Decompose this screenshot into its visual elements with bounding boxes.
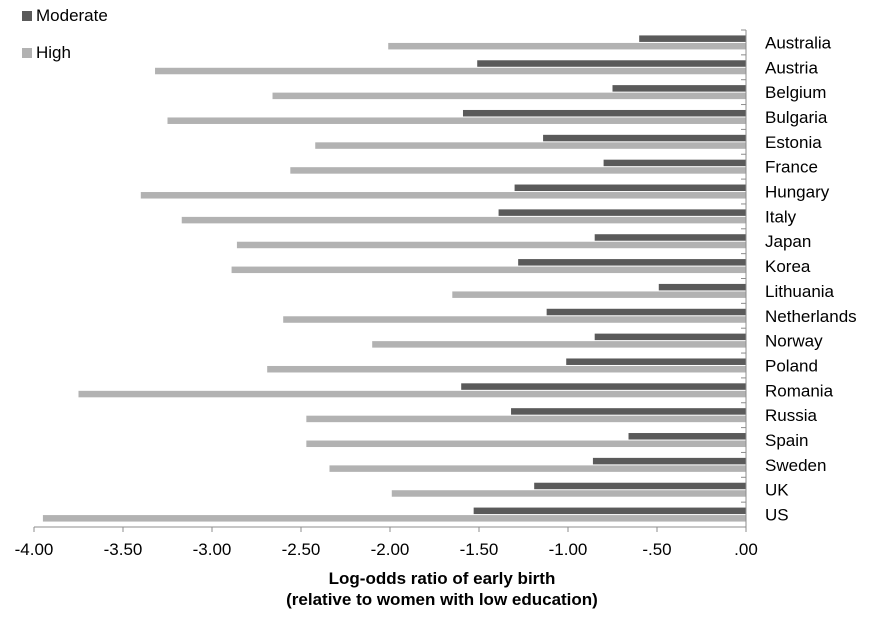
category-label-poland: Poland — [765, 356, 818, 375]
bar-high-japan — [236, 241, 747, 249]
bar-moderate-italy — [498, 209, 746, 216]
category-label-russia: Russia — [765, 406, 818, 425]
legend-item-high: High — [22, 43, 108, 63]
bar-moderate-us — [473, 507, 746, 515]
bar-high-lithuania — [452, 291, 746, 298]
legend-item-moderate: Moderate — [22, 6, 108, 26]
bar-high-austria — [155, 67, 747, 75]
x-axis-title-line1: Log-odds ratio of early birth — [328, 569, 556, 588]
bar-moderate-korea — [518, 259, 746, 266]
bar-high-estonia — [315, 142, 746, 149]
category-label-norway: Norway — [765, 332, 823, 351]
bar-moderate-bulgaria — [462, 109, 746, 117]
category-label-bulgaria: Bulgaria — [765, 108, 828, 127]
bar-high-norway — [372, 341, 746, 348]
bar-high-us — [42, 515, 746, 522]
category-label-hungary: Hungary — [765, 183, 830, 202]
x-tick-label: .00 — [734, 540, 758, 559]
category-label-belgium: Belgium — [765, 83, 826, 102]
bars-group — [42, 35, 747, 522]
category-label-austria: Austria — [765, 58, 818, 77]
category-label-korea: Korea — [765, 257, 811, 276]
x-axis-title-line2: (relative to women with low education) — [286, 590, 598, 609]
bar-moderate-australia — [639, 35, 746, 42]
bar-moderate-sweden — [592, 457, 746, 465]
bar-high-spain — [306, 440, 746, 448]
x-tick-label: -3.50 — [104, 540, 143, 559]
legend-swatch-high — [22, 48, 32, 58]
x-tick-label: -.50 — [642, 540, 671, 559]
legend: Moderate High — [22, 6, 108, 80]
x-tick-label: -1.00 — [549, 540, 588, 559]
bar-high-australia — [388, 42, 746, 50]
x-tick-labels: -4.00 -3.50 -3.00 -2.50 -2.00 -1.50 -1.00 -.50.… — [15, 540, 758, 559]
bar-moderate-romania — [461, 383, 746, 390]
bar-moderate-lithuania — [658, 283, 746, 291]
category-label-estonia: Estonia — [765, 133, 822, 152]
bar-high-korea — [231, 266, 746, 274]
category-label-us: US — [765, 506, 789, 525]
bar-moderate-russia — [511, 408, 746, 415]
bar-high-netherlands — [283, 316, 746, 323]
category-label-netherlands: Netherlands — [765, 307, 857, 326]
bar-high-romania — [78, 390, 746, 398]
x-tick-label: -4.00 — [15, 540, 54, 559]
x-tick-label: -2.00 — [371, 540, 410, 559]
legend-label-high: High — [36, 43, 71, 62]
category-labels: Australia Austria Belgium Bulgaria Estonia Fr… — [765, 33, 857, 524]
bar-high-france — [290, 167, 746, 174]
bar-moderate-netherlands — [546, 308, 746, 316]
bar-moderate-spain — [628, 433, 746, 440]
axes-group — [33, 29, 747, 532]
bar-moderate-uk — [534, 482, 746, 490]
bar-moderate-hungary — [514, 184, 746, 192]
bar-high-bulgaria — [167, 117, 746, 124]
bar-high-hungary — [140, 192, 747, 199]
bar-moderate-japan — [594, 234, 746, 241]
bar-high-russia — [306, 415, 746, 423]
x-tick-label: -1.50 — [460, 540, 499, 559]
bar-high-italy — [181, 216, 747, 224]
category-label-italy: Italy — [765, 207, 797, 226]
bar-high-poland — [267, 365, 746, 373]
bar-moderate-france — [603, 159, 746, 167]
bar-moderate-estonia — [543, 134, 746, 142]
category-label-spain: Spain — [765, 431, 808, 450]
legend-label-moderate: Moderate — [36, 6, 108, 25]
x-axis-title: Log-odds ratio of early birth (relative … — [150, 568, 734, 610]
category-label-lithuania: Lithuania — [765, 282, 835, 301]
category-label-romania: Romania — [765, 381, 834, 400]
x-tick-label: -3.00 — [193, 540, 232, 559]
category-label-australia: Australia — [765, 33, 832, 52]
legend-swatch-moderate — [22, 11, 32, 21]
bar-high-uk — [391, 490, 746, 497]
category-label-japan: Japan — [765, 232, 811, 251]
bar-moderate-norway — [594, 333, 746, 341]
bar-moderate-austria — [477, 60, 746, 67]
category-label-uk: UK — [765, 481, 789, 500]
bar-high-belgium — [272, 92, 746, 100]
category-label-sweden: Sweden — [765, 456, 826, 475]
bar-moderate-belgium — [612, 85, 746, 92]
category-label-france: France — [765, 158, 818, 177]
x-tick-label: -2.50 — [282, 540, 321, 559]
bar-moderate-poland — [566, 358, 746, 365]
bar-high-sweden — [329, 465, 746, 472]
